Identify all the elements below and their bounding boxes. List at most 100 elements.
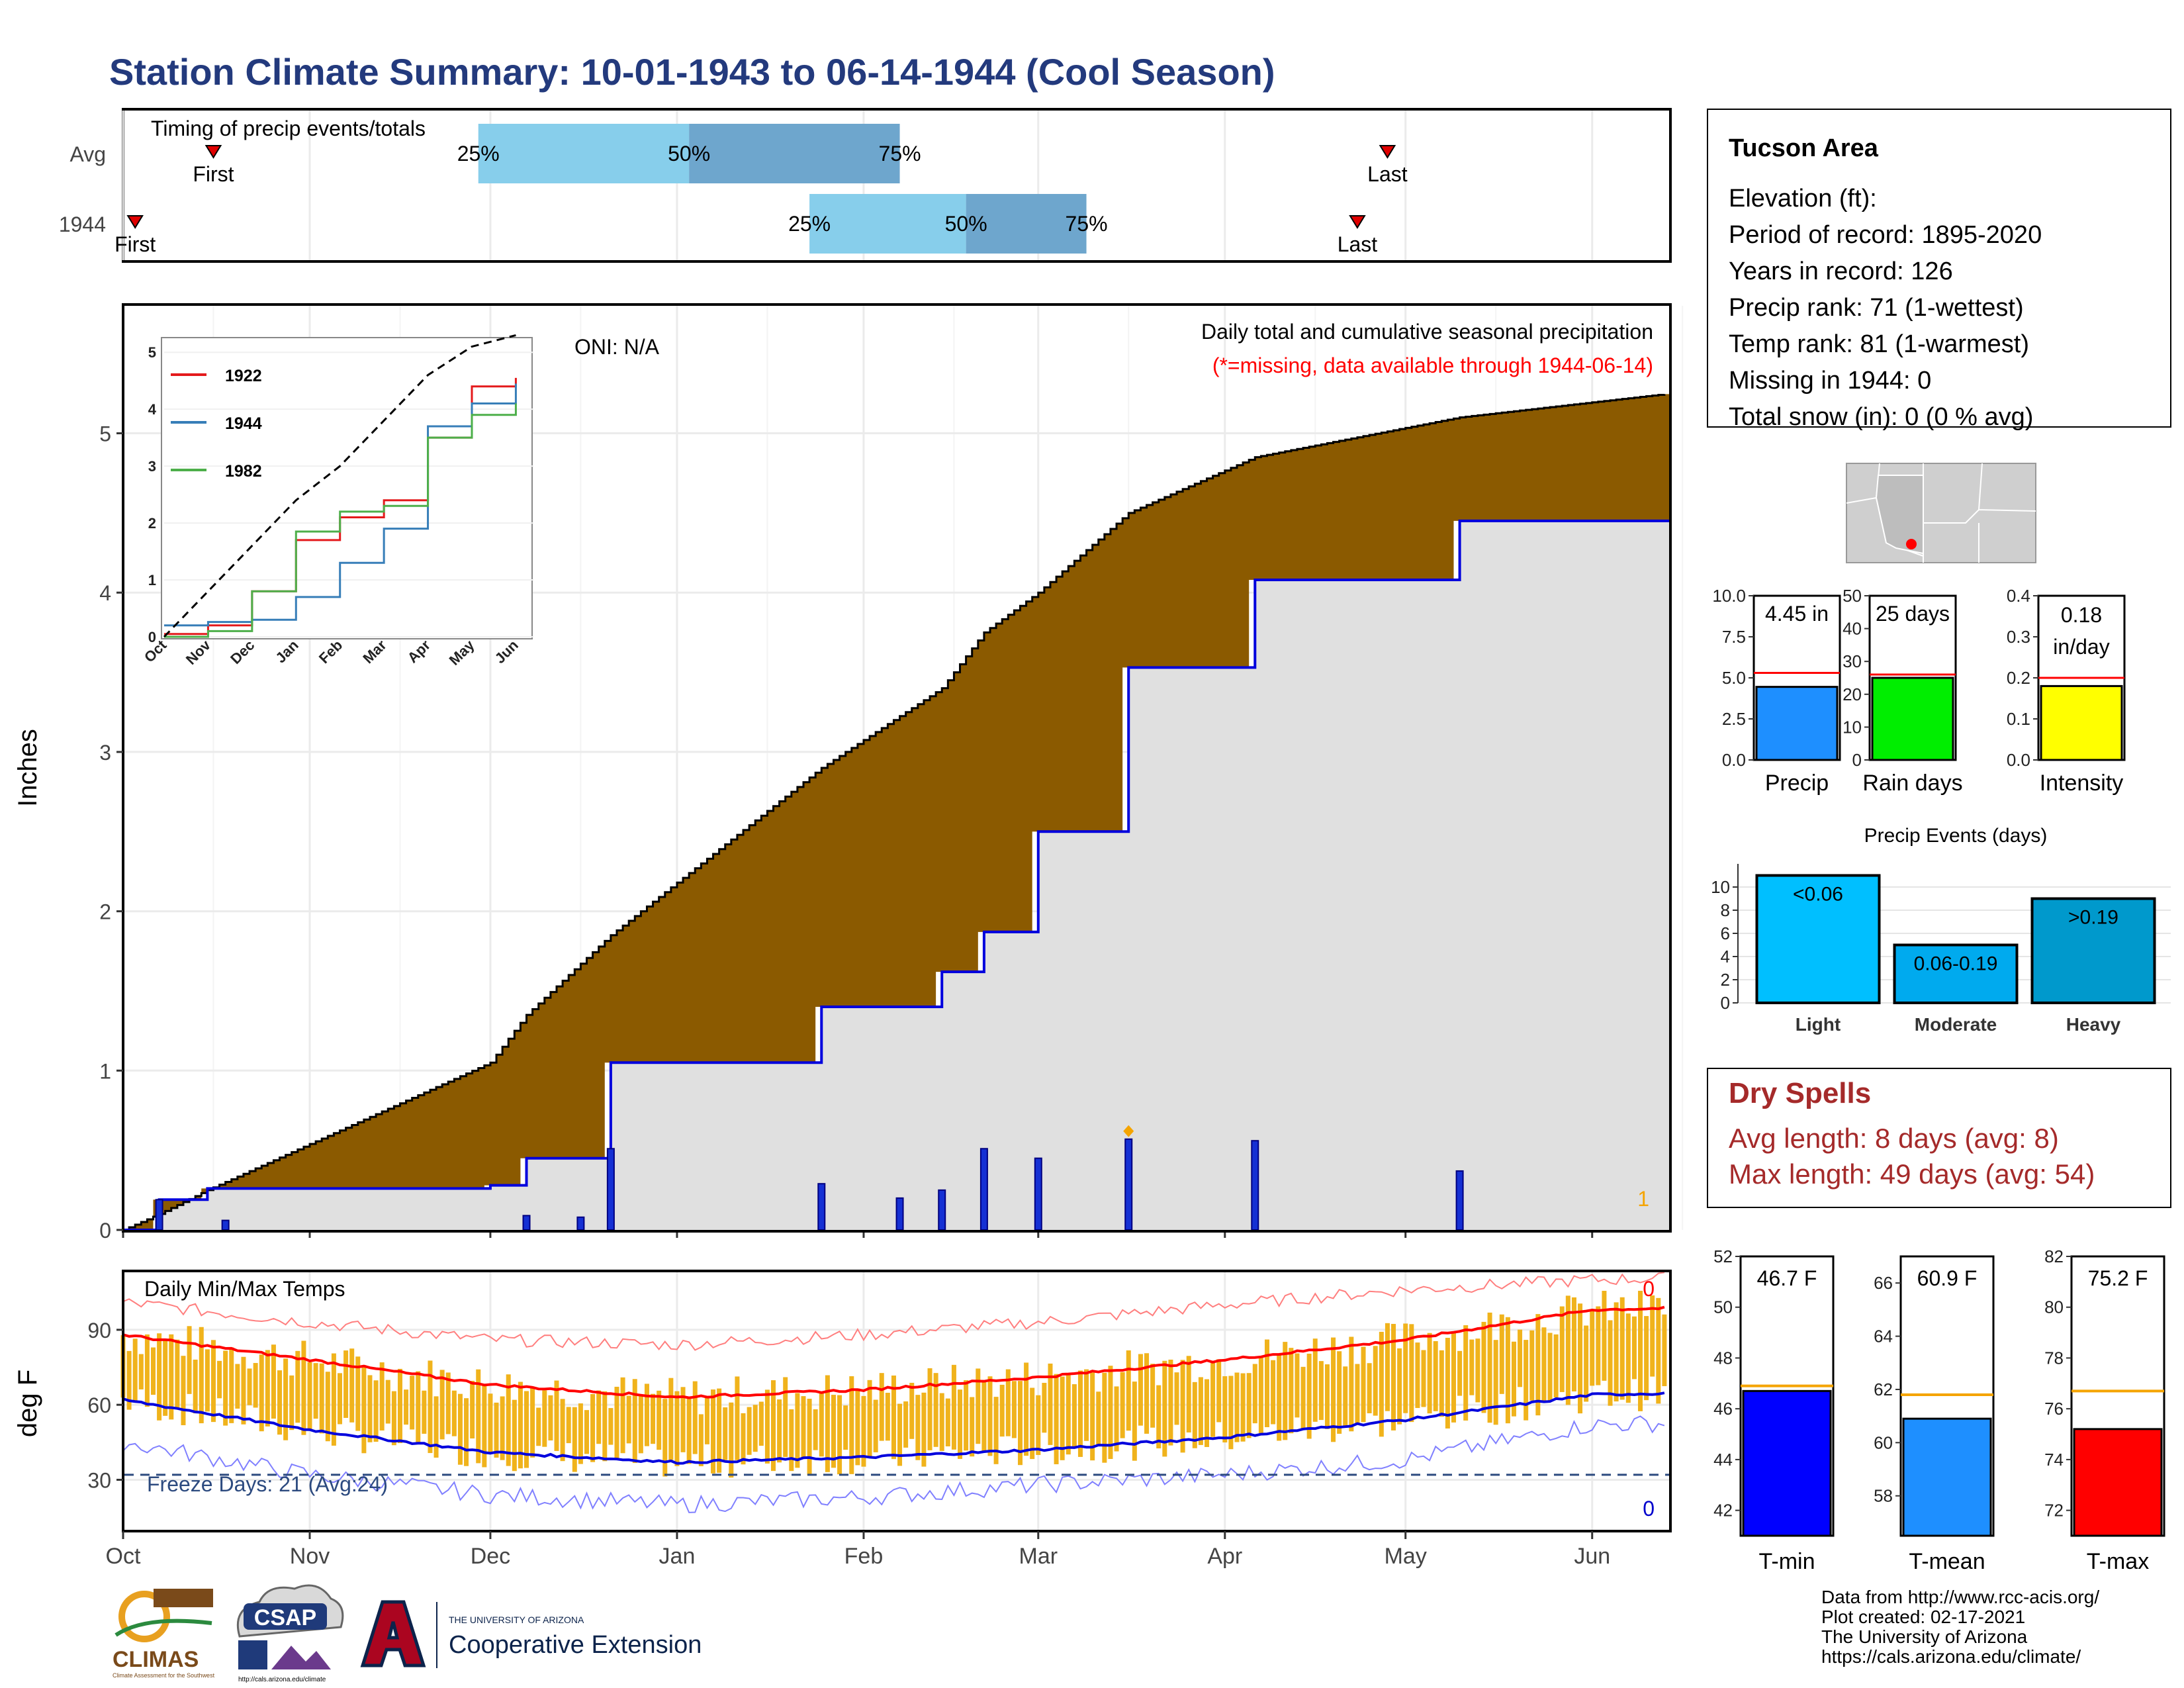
temp-daily-bar bbox=[1120, 1372, 1125, 1438]
precip-panel: 0 1 2 3 4 5 Inches ONI: N/A Daily total and c… bbox=[13, 303, 1684, 1243]
temp-daily-bar bbox=[927, 1368, 933, 1450]
temp-daily-bar bbox=[132, 1338, 138, 1402]
temp-daily-bar bbox=[126, 1350, 132, 1410]
temp-daily-bar bbox=[1457, 1350, 1463, 1396]
month-label: Feb bbox=[844, 1544, 884, 1569]
temp-daily-bar bbox=[1535, 1314, 1541, 1416]
temp-daily-bar bbox=[1102, 1372, 1107, 1463]
missing-note: (*=missing, data available through 1944-… bbox=[1212, 353, 1653, 377]
month-label: Mar bbox=[1019, 1544, 1058, 1569]
temp-bar-value-label: 46.7 F bbox=[1757, 1266, 1817, 1290]
temp-daily-bar bbox=[428, 1360, 433, 1454]
temp-daily-bar bbox=[331, 1353, 336, 1446]
temp-daily-bar bbox=[1289, 1348, 1294, 1434]
temp-bar-ytick-label: 46 bbox=[1713, 1399, 1733, 1419]
temp-daily-bar bbox=[976, 1368, 981, 1444]
temp-daily-bar bbox=[602, 1391, 608, 1462]
timing-bar-50-75 bbox=[966, 194, 1087, 254]
temp-daily-bar bbox=[488, 1393, 493, 1453]
temp-daily-bar bbox=[410, 1376, 415, 1430]
precip-panel-border bbox=[122, 303, 1672, 1233]
temp-daily-bar bbox=[987, 1376, 993, 1456]
temp-daily-bar bbox=[1644, 1316, 1649, 1401]
temp-daily-bar bbox=[482, 1384, 487, 1468]
precip-daily-bar bbox=[606, 1148, 615, 1231]
month-label: Jan bbox=[659, 1544, 696, 1569]
precip-daily-bar bbox=[1455, 1170, 1464, 1231]
climas-subtext: Climate Assessment for the Southwest bbox=[113, 1672, 215, 1679]
station-period: Period of record: 1895-2020 bbox=[1729, 221, 2042, 249]
temp-daily-bar bbox=[1385, 1323, 1390, 1411]
temp-bar-ytick-label: 64 bbox=[1874, 1327, 1893, 1346]
temp-daily-bar bbox=[1174, 1372, 1179, 1425]
temp-daily-bar bbox=[235, 1364, 240, 1409]
precip-daily-bar bbox=[522, 1215, 531, 1231]
temp-daily-bar bbox=[1271, 1360, 1276, 1425]
temp-daily-bar bbox=[253, 1363, 258, 1408]
station-years: Years in record: 126 bbox=[1729, 258, 1953, 285]
freeze-days-label: Freeze Days: 21 (Avg:24) bbox=[147, 1472, 388, 1496]
temp-daily-bar bbox=[723, 1407, 728, 1460]
timing-label-25: 25% bbox=[457, 142, 500, 165]
temp-daily-bar bbox=[674, 1391, 680, 1466]
temp-daily-bar bbox=[1511, 1341, 1516, 1417]
temp-daily-bar bbox=[325, 1372, 330, 1442]
precip-y-axis: 0 1 2 3 4 5 bbox=[99, 422, 123, 1243]
inset-ytick-label: 1 bbox=[148, 572, 156, 588]
temp-daily-bar bbox=[150, 1347, 156, 1395]
temp-daily-bar bbox=[849, 1376, 854, 1474]
precip-ytick-label: 4 bbox=[99, 581, 111, 605]
temp-daily-bar bbox=[632, 1379, 637, 1464]
temp-daily-bar bbox=[1379, 1331, 1384, 1437]
station-snow: Total snow (in): 0 (0 % avg) bbox=[1729, 403, 2033, 431]
temp-daily-bar bbox=[999, 1384, 1005, 1437]
temp-daily-bar bbox=[843, 1405, 848, 1450]
temp-daily-bar bbox=[711, 1389, 716, 1474]
timing-label-25: 25% bbox=[788, 212, 831, 236]
temp-daily-bar bbox=[422, 1390, 427, 1434]
mini-bar-ytick-label: 5.0 bbox=[1722, 668, 1746, 688]
temp-daily-bar bbox=[1234, 1372, 1240, 1442]
temp-daily-bar bbox=[970, 1397, 975, 1457]
temp-daily-bar bbox=[1547, 1333, 1553, 1401]
timing-bar-25-50 bbox=[809, 194, 966, 254]
mini-bar-value-3 bbox=[2040, 684, 2123, 761]
temp-daily-bar bbox=[391, 1391, 396, 1446]
temp-daily-bar bbox=[1397, 1348, 1402, 1425]
record-high-count: 0 bbox=[1643, 1277, 1655, 1301]
inset-ytick-label: 5 bbox=[148, 344, 156, 361]
legend-1922: 1922 bbox=[225, 367, 262, 385]
temp-daily-bar bbox=[657, 1390, 662, 1450]
mini-bar-ytick-label: 0.1 bbox=[2007, 709, 2030, 729]
temp-daily-bar bbox=[1005, 1369, 1011, 1436]
temp-daily-bar bbox=[777, 1399, 782, 1463]
events-bar-heavy bbox=[2030, 897, 2156, 1004]
precip-daily-bar bbox=[895, 1197, 904, 1231]
precip-daily-bar bbox=[1034, 1157, 1042, 1231]
temp-daily-bar bbox=[313, 1363, 318, 1419]
temp-daily-bar bbox=[1487, 1312, 1492, 1423]
temp-daily-bar bbox=[404, 1389, 409, 1425]
temp-daily-bar bbox=[1252, 1364, 1257, 1424]
csap-text: CSAP bbox=[254, 1605, 316, 1630]
temp-daily-bar bbox=[807, 1399, 812, 1476]
precip-y-label: Inches bbox=[13, 729, 42, 807]
ua-a-mark bbox=[360, 1600, 426, 1667]
temp-daily-bar bbox=[1042, 1383, 1047, 1433]
temp-avg-max-line bbox=[122, 1305, 1665, 1399]
temp-daily-bar bbox=[1608, 1320, 1613, 1406]
temp-bar-name: T-mean bbox=[1909, 1549, 1985, 1574]
temp-daily-bar bbox=[1427, 1333, 1432, 1414]
precip-ytick-label: 0 bbox=[99, 1219, 111, 1243]
temp-daily-bar bbox=[494, 1402, 499, 1458]
temp-daily-bar bbox=[644, 1383, 649, 1446]
temp-daily-bar bbox=[319, 1363, 324, 1434]
temp-daily-bar bbox=[1337, 1351, 1342, 1434]
temp-daily-bar bbox=[909, 1382, 915, 1439]
temp-daily-bar bbox=[163, 1340, 168, 1416]
temp-daily-bar bbox=[247, 1368, 252, 1405]
timing-label-75: 75% bbox=[879, 142, 921, 165]
temp-daily-bar bbox=[584, 1410, 589, 1454]
temp-daily-bar bbox=[500, 1396, 505, 1460]
